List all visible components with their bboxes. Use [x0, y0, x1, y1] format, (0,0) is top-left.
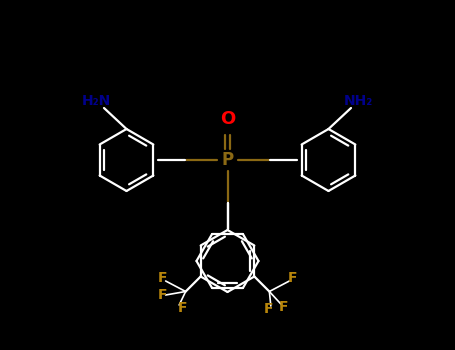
Text: H₂N: H₂N [82, 93, 111, 107]
Text: F: F [263, 302, 273, 316]
Text: F: F [278, 300, 288, 314]
Text: F: F [158, 271, 167, 285]
Text: F: F [178, 301, 187, 315]
Text: P: P [222, 151, 233, 169]
Text: F: F [288, 271, 297, 285]
Text: NH₂: NH₂ [344, 93, 373, 107]
Text: F: F [158, 288, 167, 302]
Text: O: O [220, 110, 235, 128]
